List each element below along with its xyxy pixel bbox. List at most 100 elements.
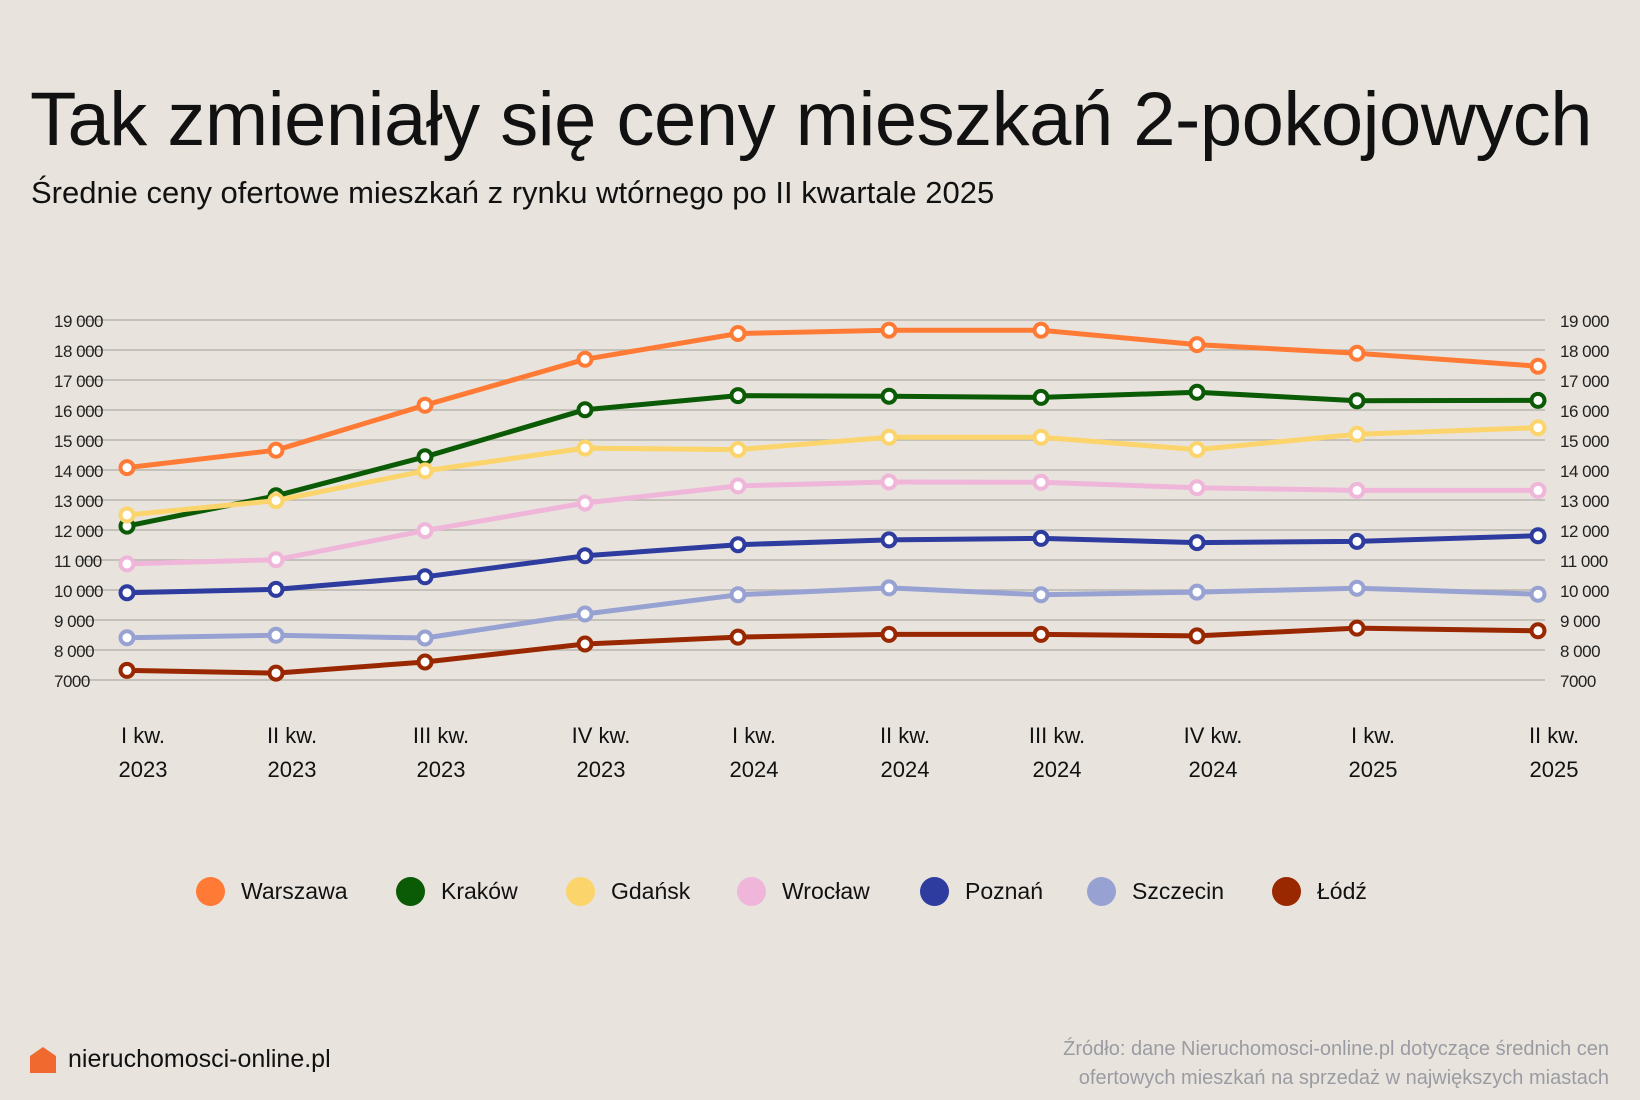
x-tick-label-quarter: III kw.	[1029, 723, 1085, 748]
x-tick-label-quarter: IV kw.	[572, 723, 631, 748]
y-tick-label-right: 9 000	[1560, 612, 1600, 631]
x-tick-label-quarter: III kw.	[413, 723, 469, 748]
data-point	[416, 568, 434, 586]
data-point	[1188, 627, 1206, 645]
series-line-gdańsk	[126, 425, 1539, 518]
x-tick-label-year: 2023	[268, 757, 317, 782]
data-point	[576, 635, 594, 653]
data-point	[576, 350, 594, 368]
data-point	[880, 428, 898, 446]
legend-label: Szczecin	[1132, 877, 1225, 904]
legend-label: Kraków	[441, 877, 518, 904]
data-point	[1032, 625, 1050, 643]
y-tick-label-left: 19 000	[54, 312, 103, 331]
x-tick-label-year: 2024	[881, 757, 930, 782]
data-point	[416, 448, 434, 466]
y-tick-label-left: 8 000	[54, 642, 94, 661]
legend-label: Poznań	[965, 877, 1044, 904]
data-point	[1348, 619, 1366, 637]
data-point	[118, 584, 136, 602]
data-point	[267, 551, 285, 569]
legend-label: Wrocław	[782, 877, 870, 904]
series-line-szczecin	[126, 585, 1539, 641]
legend-item: Łódź	[1272, 874, 1367, 908]
legend-item: Poznań	[920, 874, 1043, 908]
legend: Warszawa Kraków Gdańsk Wrocław Poznań Szczeci…	[0, 874, 1640, 908]
brand-logo[interactable]: nieruchomosci-online.pl	[30, 1045, 331, 1074]
series-line-kraków	[126, 389, 1539, 529]
data-point	[1529, 585, 1547, 603]
data-point	[267, 626, 285, 644]
y-tick-label-left: 9 000	[54, 612, 94, 631]
data-point	[729, 387, 747, 405]
data-point	[267, 580, 285, 598]
y-tick-label-right: 13 000	[1560, 492, 1609, 511]
data-point	[880, 531, 898, 549]
data-point	[1188, 383, 1206, 401]
data-point	[880, 387, 898, 405]
data-point	[1348, 579, 1366, 597]
data-point	[576, 401, 594, 419]
data-point	[1188, 479, 1206, 497]
y-tick-label-right: 15 000	[1560, 432, 1609, 451]
data-point	[576, 605, 594, 623]
y-tick-label-right: 14 000	[1560, 462, 1609, 481]
data-point	[416, 522, 434, 540]
data-point	[1032, 388, 1050, 406]
data-point	[880, 321, 898, 339]
data-point	[1188, 441, 1206, 459]
data-point	[1529, 527, 1547, 545]
x-tick-label-year: 2024	[1189, 757, 1238, 782]
legend-item: Gdańsk	[566, 874, 690, 908]
y-tick-label-right: 16 000	[1560, 402, 1609, 421]
legend-swatch	[396, 876, 425, 906]
y-tick-label-right: 10 000	[1560, 582, 1609, 601]
series-line-poznań	[126, 533, 1539, 596]
x-tick-label-quarter: II kw.	[1529, 723, 1579, 748]
y-tick-label-left: 11 000	[54, 552, 102, 571]
data-point	[1032, 529, 1050, 547]
data-point	[576, 494, 594, 512]
data-point	[729, 325, 747, 342]
x-tick-label-quarter: I kw.	[121, 723, 165, 748]
x-tick-label-quarter: II kw.	[880, 723, 930, 748]
data-point	[1348, 344, 1366, 362]
y-tick-label-right: 12 000	[1560, 522, 1609, 541]
y-tick-label-right: 7000	[1560, 672, 1596, 691]
legend-swatch	[1087, 876, 1116, 906]
y-tick-label-right: 17 000	[1560, 372, 1609, 391]
x-tick-label-year: 2024	[730, 757, 779, 782]
data-point	[576, 439, 594, 457]
data-point	[729, 477, 747, 495]
data-point	[267, 492, 285, 510]
data-point	[880, 625, 898, 643]
y-tick-label-left: 7000	[54, 672, 90, 691]
data-point	[729, 441, 747, 459]
source-note: Źródło: dane Nieruchomosci-online.pl dot…	[1063, 1035, 1609, 1093]
y-tick-label-left: 17 000	[54, 372, 103, 391]
source-line-1: Źródło: dane Nieruchomosci-online.pl dot…	[1063, 1038, 1609, 1060]
data-point	[880, 579, 898, 597]
data-point	[1348, 481, 1366, 499]
data-point	[729, 586, 747, 604]
chart-title: Tak zmieniały się ceny mieszkań 2-pokojo…	[30, 77, 1592, 162]
data-point	[1529, 391, 1547, 409]
data-point	[1529, 622, 1547, 640]
data-point	[729, 536, 747, 554]
data-point	[118, 629, 136, 647]
legend-swatch	[196, 876, 225, 906]
x-tick-label-year: 2023	[577, 757, 626, 782]
y-tick-label-right: 11 000	[1560, 552, 1608, 571]
legend-item: Wrocław	[737, 874, 870, 908]
y-tick-label-left: 14 000	[54, 462, 103, 481]
series-line-wrocław	[126, 479, 1538, 567]
legend-label: Łódź	[1317, 877, 1367, 904]
data-point	[1529, 357, 1547, 375]
data-point	[416, 629, 434, 647]
legend-label: Gdańsk	[611, 877, 691, 904]
source-line-2: ofertowych mieszkań na sprzedaż w najwię…	[1078, 1067, 1609, 1089]
data-point	[267, 441, 285, 459]
x-tick-label-year: 2023	[119, 757, 168, 782]
data-point	[267, 664, 285, 682]
x-tick-label-year: 2025	[1349, 757, 1398, 782]
